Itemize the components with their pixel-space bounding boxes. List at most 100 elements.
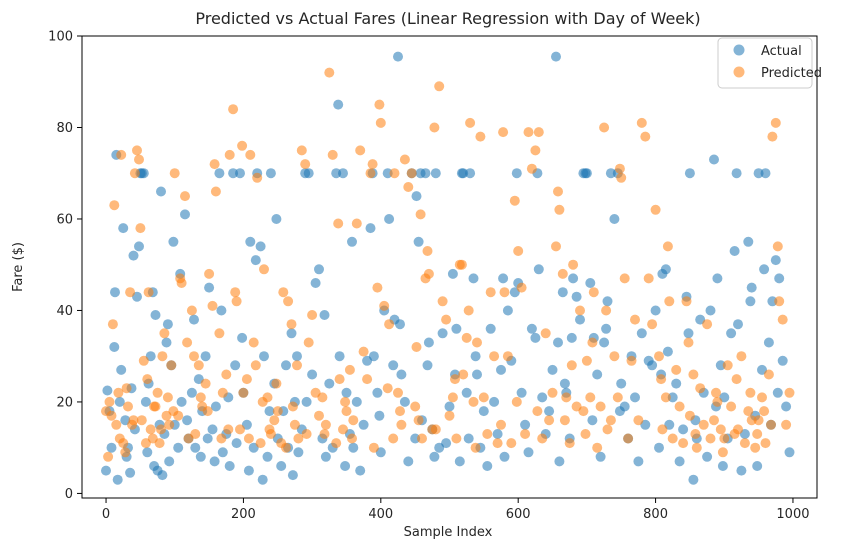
data-point-actual: [616, 378, 627, 389]
data-point-predicted: [511, 396, 522, 407]
data-point-predicted: [784, 387, 795, 398]
data-point-actual: [717, 461, 728, 471]
data-point-predicted: [588, 287, 599, 298]
data-point-predicted: [116, 149, 127, 160]
data-point-predicted: [554, 204, 565, 215]
data-point-predicted: [614, 163, 625, 174]
data-point-predicted: [415, 209, 426, 220]
data-point-predicted: [164, 419, 175, 430]
data-point-actual: [551, 51, 561, 62]
data-point-predicted: [135, 223, 146, 234]
data-point-predicted: [777, 314, 788, 325]
data-point-actual: [255, 241, 266, 252]
data-point-predicted: [123, 401, 133, 412]
data-point-actual: [271, 214, 282, 224]
x-tick-label: 600: [506, 507, 531, 522]
data-point-actual: [395, 319, 405, 330]
data-point-predicted: [643, 273, 654, 284]
data-point-actual: [429, 451, 440, 462]
data-point-actual: [314, 264, 324, 275]
data-point-predicted: [331, 438, 342, 449]
data-point-actual: [140, 396, 151, 407]
data-point-predicted: [612, 392, 623, 403]
data-point-predicted: [262, 392, 273, 403]
data-point-predicted: [283, 296, 294, 307]
data-point-predicted: [103, 451, 114, 462]
data-point-predicted: [561, 392, 572, 403]
data-point-predicted: [230, 287, 241, 298]
data-point-predicted: [128, 415, 139, 426]
data-point-actual: [654, 442, 664, 453]
data-point-actual: [393, 51, 403, 62]
data-point-predicted: [564, 438, 575, 449]
data-point-predicted: [626, 355, 637, 366]
data-point-actual: [303, 168, 314, 179]
data-point-actual: [709, 154, 719, 165]
data-point-predicted: [430, 424, 441, 435]
data-point-predicted: [136, 415, 147, 426]
data-point-predicted: [587, 337, 598, 348]
data-point-predicted: [559, 415, 570, 426]
data-point-actual: [125, 467, 136, 478]
data-point-actual: [537, 392, 548, 403]
data-point-predicted: [120, 447, 131, 458]
data-point-actual: [355, 465, 366, 476]
data-point-actual: [245, 236, 256, 247]
data-point-actual: [781, 401, 792, 412]
data-point-predicted: [674, 401, 685, 412]
data-point-predicted: [132, 145, 142, 156]
data-point-predicted: [413, 415, 424, 426]
data-point-predicted: [238, 387, 249, 398]
y-axis-label: Fare ($): [11, 242, 26, 292]
data-point-actual: [447, 268, 458, 279]
data-point-predicted: [166, 360, 177, 371]
points-layer: [101, 51, 795, 485]
data-point-actual: [202, 433, 213, 444]
data-point-actual: [520, 419, 531, 430]
data-point-predicted: [243, 433, 254, 444]
data-point-predicted: [691, 442, 702, 453]
data-point-actual: [511, 168, 522, 179]
data-point-predicted: [595, 401, 606, 412]
data-point-predicted: [781, 419, 792, 430]
data-point-predicted: [162, 392, 173, 403]
legend-marker-actual: [733, 44, 745, 56]
data-point-predicted: [475, 131, 486, 142]
data-point-predicted: [502, 351, 513, 362]
x-tick-label: 1000: [776, 507, 809, 522]
data-point-predicted: [757, 392, 767, 403]
data-point-predicted: [355, 145, 366, 156]
data-point-actual: [581, 168, 592, 179]
data-point-actual: [454, 456, 465, 467]
data-point-actual: [281, 360, 291, 371]
data-point-actual: [478, 406, 489, 417]
data-point-predicted: [259, 264, 269, 275]
data-point-predicted: [145, 424, 156, 435]
data-point-actual: [102, 385, 113, 396]
data-point-actual: [157, 470, 168, 481]
data-point-predicted: [664, 296, 675, 307]
data-point-actual: [752, 461, 763, 471]
data-point-predicted: [382, 383, 393, 394]
data-point-predicted: [482, 429, 493, 439]
data-point-predicted: [601, 305, 612, 316]
data-point-actual: [320, 451, 331, 462]
data-point-predicted: [712, 396, 723, 407]
data-point-predicted: [296, 145, 307, 156]
data-point-predicted: [399, 154, 410, 165]
data-point-predicted: [303, 337, 314, 348]
data-point-actual: [164, 456, 175, 467]
data-point-actual: [217, 447, 228, 458]
data-point-predicted: [348, 415, 359, 426]
data-point-actual: [553, 337, 563, 348]
data-point-actual: [760, 168, 771, 179]
data-point-predicted: [138, 355, 149, 366]
data-point-actual: [384, 214, 395, 224]
data-point-predicted: [389, 168, 400, 179]
data-point-predicted: [437, 296, 448, 307]
data-point-actual: [109, 342, 120, 352]
data-point-actual: [180, 209, 190, 220]
data-point-predicted: [499, 287, 510, 298]
data-point-actual: [715, 360, 726, 371]
data-point-predicted: [375, 117, 386, 128]
